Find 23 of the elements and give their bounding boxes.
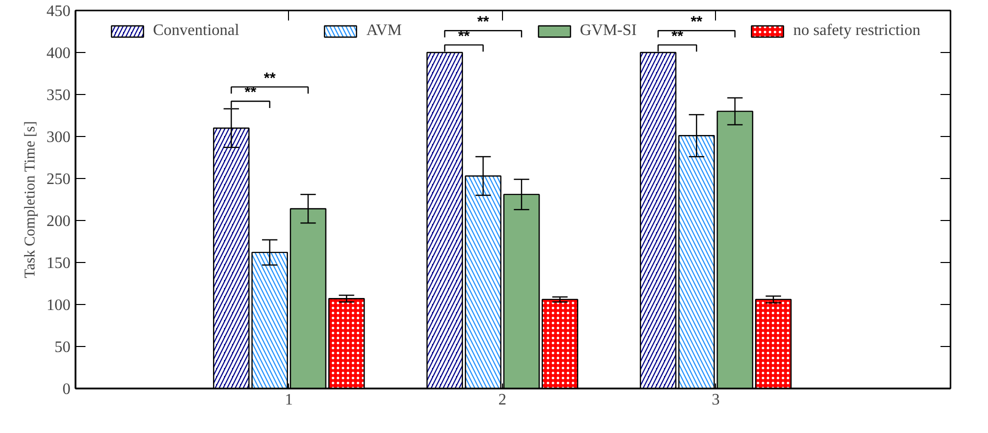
y-tick-label: 300 xyxy=(46,129,70,146)
annotation: ** xyxy=(458,28,470,45)
x-tick-label: 3 xyxy=(712,392,720,408)
annotation: ** xyxy=(264,70,276,87)
legend-label: AVM xyxy=(366,22,402,40)
y-tick-label: 400 xyxy=(46,45,70,62)
x-tick-label: 2 xyxy=(498,392,506,408)
legend-label: GVM-SI xyxy=(580,22,637,40)
y-tick-label: 450 xyxy=(46,3,70,20)
y-axis-title: Task Completion Time [s] xyxy=(22,121,38,278)
legend-label: no safety restriction xyxy=(793,22,920,40)
annotation: ** xyxy=(671,28,684,45)
y-tick-label: 350 xyxy=(46,87,70,104)
y-tick-label: 250 xyxy=(46,171,70,188)
y-tick-label: 50 xyxy=(54,339,70,356)
y-tick-label: 200 xyxy=(46,213,70,230)
annotation: ** xyxy=(690,14,703,31)
annotation: ** xyxy=(477,14,490,31)
x-tick-label: 1 xyxy=(284,392,293,408)
y-tick-label: 100 xyxy=(46,297,70,314)
y-tick-label: 150 xyxy=(46,255,70,272)
y-tick-label: 0 xyxy=(62,381,70,398)
legend-label: Conventional xyxy=(153,22,240,40)
